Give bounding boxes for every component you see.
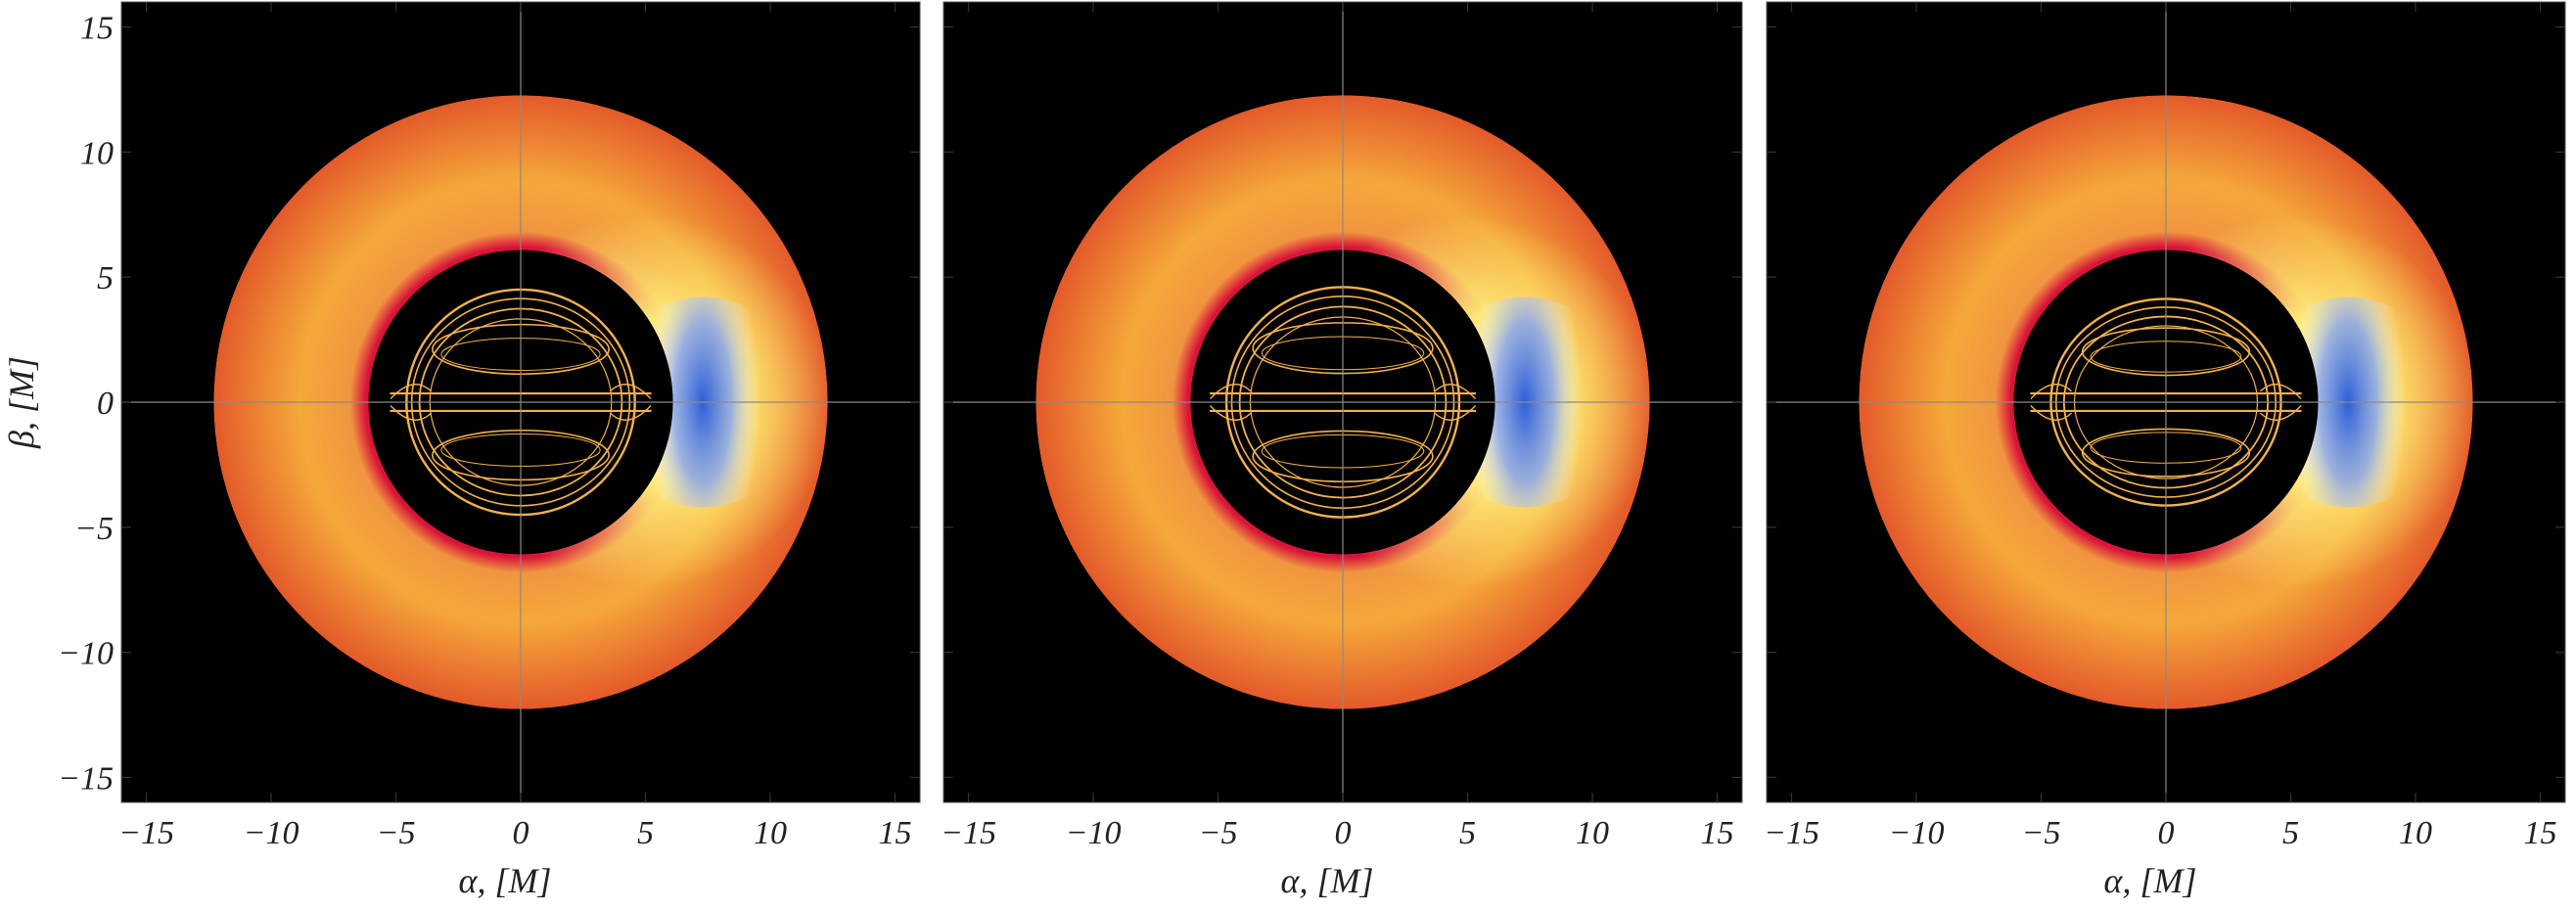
y-tick-label: −5 [74,511,114,547]
x-axis-title: α, [M] [2104,861,2197,900]
y-tick-label: 0 [97,386,114,422]
x-tick-label: −10 [1889,815,1945,851]
x-tick-label: 0 [513,815,529,851]
x-tick-label: −5 [1199,815,1238,851]
x-tick-label: −15 [941,815,996,851]
x-tick-label: 0 [1335,815,1352,851]
x-tick-label: 10 [1576,815,1609,851]
y-axis-title: β, [M] [2,356,41,449]
x-tick-label: 15 [879,815,912,851]
y-tick-label: 15 [80,11,114,47]
x-tick-label: 5 [637,815,654,851]
x-tick-label: 10 [2399,815,2432,851]
x-tick-label: 5 [2282,815,2299,851]
panel-3: −15 −10 −5 0 5 10 15 α, [M] [1764,1,2566,900]
x-tick-label: 15 [2524,815,2557,851]
x-axis-title: α, [M] [459,861,552,900]
x-tick-label: −5 [2022,815,2061,851]
x-tick-label: −5 [377,815,416,851]
x-tick-label: −10 [244,815,299,851]
x-tick-label: 10 [754,815,787,851]
x-tick-label: −15 [1764,815,1819,851]
x-tick-label: 15 [1701,815,1734,851]
x-axis-title: α, [M] [1281,861,1374,900]
y-tick-label: 10 [80,135,114,171]
y-tick-label: −15 [58,760,114,797]
x-tick-label: −15 [118,815,174,851]
panel-1: −15 −10 −5 0 5 10 15 −15 −10 −5 0 5 10 15 α, [M] β, [M] [2,1,921,900]
x-tick-label: 5 [1459,815,1476,851]
x-tick-label: −10 [1066,815,1122,851]
y-tick-label: −10 [58,636,114,672]
y-tick-label: 5 [97,260,114,296]
panel-2: −15 −10 −5 0 5 10 15 α, [M] [941,1,1743,900]
x-tick-label: 0 [2158,815,2175,851]
